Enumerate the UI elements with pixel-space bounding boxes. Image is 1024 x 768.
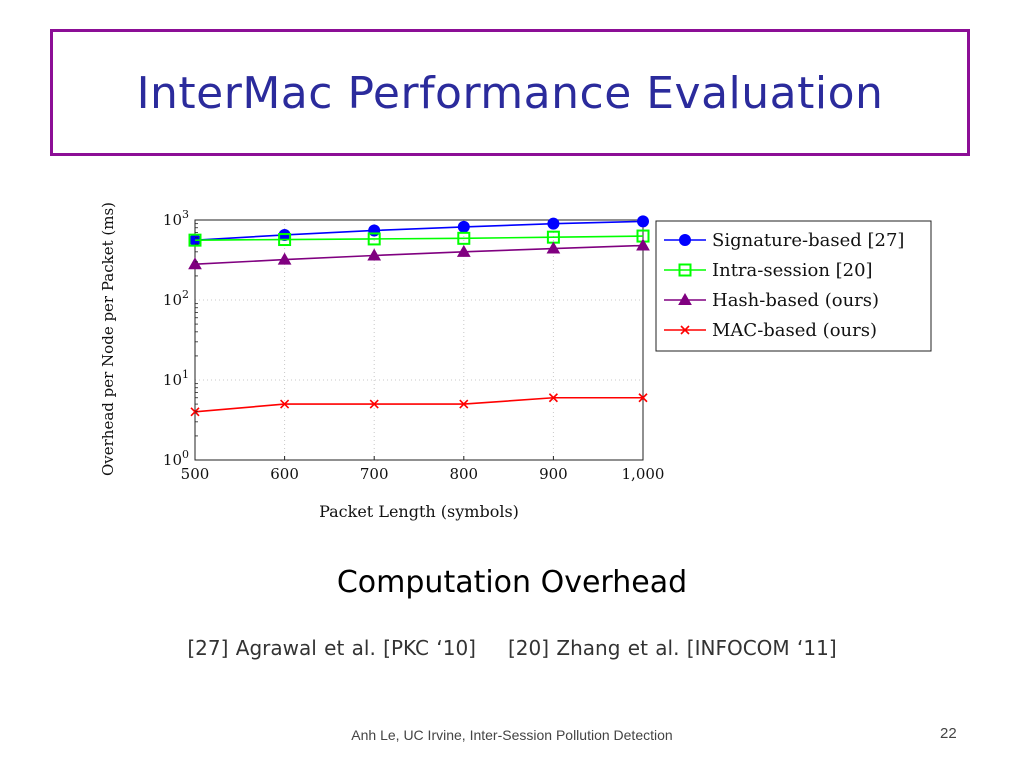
- data-point: [280, 399, 290, 409]
- data-point: [457, 220, 470, 233]
- references: [27] Agrawal et al. [PKC ‘10] [20] Zhang …: [0, 636, 1024, 660]
- legend-entry: Hash-based (ours): [664, 290, 879, 311]
- data-point: [459, 399, 469, 409]
- x-axis-label: Packet Length (symbols): [319, 502, 519, 521]
- data-point: [188, 257, 202, 270]
- page-number: 22: [940, 725, 957, 742]
- footer-text: Anh Le, UC Irvine, Inter-Session Polluti…: [351, 727, 673, 743]
- chart-ticks: 500 600 700 800 900 1,000 100 101 102 103: [163, 208, 665, 483]
- title-box: InterMac Performance Evaluation: [50, 29, 970, 156]
- legend-label: Hash-based (ours): [712, 290, 879, 311]
- reference-27: [27] Agrawal et al. [PKC ‘10]: [187, 636, 476, 660]
- cross-stroke: [680, 325, 690, 335]
- legend-entry: Signature-based [27]: [664, 230, 904, 251]
- data-point: [456, 244, 471, 257]
- data-point: [548, 393, 558, 403]
- legend-label: MAC-based (ours): [712, 320, 877, 341]
- cross-stroke: [638, 393, 648, 403]
- data-point: [680, 325, 690, 335]
- data-point: [367, 248, 382, 261]
- series-line: [194, 244, 644, 266]
- series-line: [194, 235, 644, 241]
- chart-series: [188, 215, 650, 417]
- data-point: [679, 234, 691, 246]
- data-point: [277, 252, 292, 265]
- y-tick-label: 103: [163, 208, 189, 229]
- data-point: [678, 263, 692, 277]
- x-tick-label: 800: [449, 465, 478, 483]
- overhead-chart: 500 600 700 800 900 1,000 100 101 102 103 Packet …: [99, 202, 932, 521]
- data-point: [636, 238, 650, 251]
- cross-stroke: [459, 399, 469, 409]
- x-tick-label: 900: [539, 465, 568, 483]
- x-tick-label: 600: [270, 465, 299, 483]
- cross-stroke: [548, 393, 558, 403]
- legend-entry: MAC-based (ours): [664, 320, 877, 341]
- data-point: [367, 232, 381, 246]
- cross-stroke: [280, 399, 290, 409]
- y-tick-label: 102: [163, 288, 189, 309]
- chart-caption: Computation Overhead: [336, 565, 688, 600]
- data-point: [369, 399, 379, 409]
- x-tick-label: 500: [181, 465, 210, 483]
- y-tick-label: 101: [163, 368, 189, 389]
- data-point: [546, 241, 561, 254]
- y-axis-label: Overhead per Node per Packet (ms): [99, 202, 117, 476]
- x-tick-label: 700: [360, 465, 389, 483]
- y-tick-label: 100: [163, 448, 189, 469]
- chart-grid: [195, 220, 643, 460]
- legend-label: Signature-based [27]: [712, 230, 904, 251]
- legend-entry: Intra-session [20]: [664, 260, 873, 281]
- series-cross: [190, 393, 648, 417]
- chart-legend: Signature-based [27] Intra-session [20] Ha…: [655, 220, 932, 352]
- data-point: [547, 217, 560, 230]
- cross-stroke: [369, 399, 379, 409]
- x-tick-label: 1,000: [622, 465, 665, 483]
- series-square: [188, 229, 650, 247]
- legend-label: Intra-session [20]: [712, 260, 873, 281]
- series-triangle: [188, 238, 650, 270]
- data-point: [188, 233, 202, 247]
- series-line: [194, 220, 644, 241]
- data-point: [637, 215, 649, 228]
- plot-area: [194, 219, 644, 461]
- data-point: [678, 292, 692, 305]
- data-point: [638, 393, 648, 403]
- slide-title: InterMac Performance Evaluation: [136, 68, 884, 119]
- data-point: [278, 233, 292, 247]
- data-point: [457, 231, 471, 245]
- reference-20: [20] Zhang et al. [INFOCOM ‘11]: [508, 636, 837, 660]
- series-line: [194, 396, 643, 413]
